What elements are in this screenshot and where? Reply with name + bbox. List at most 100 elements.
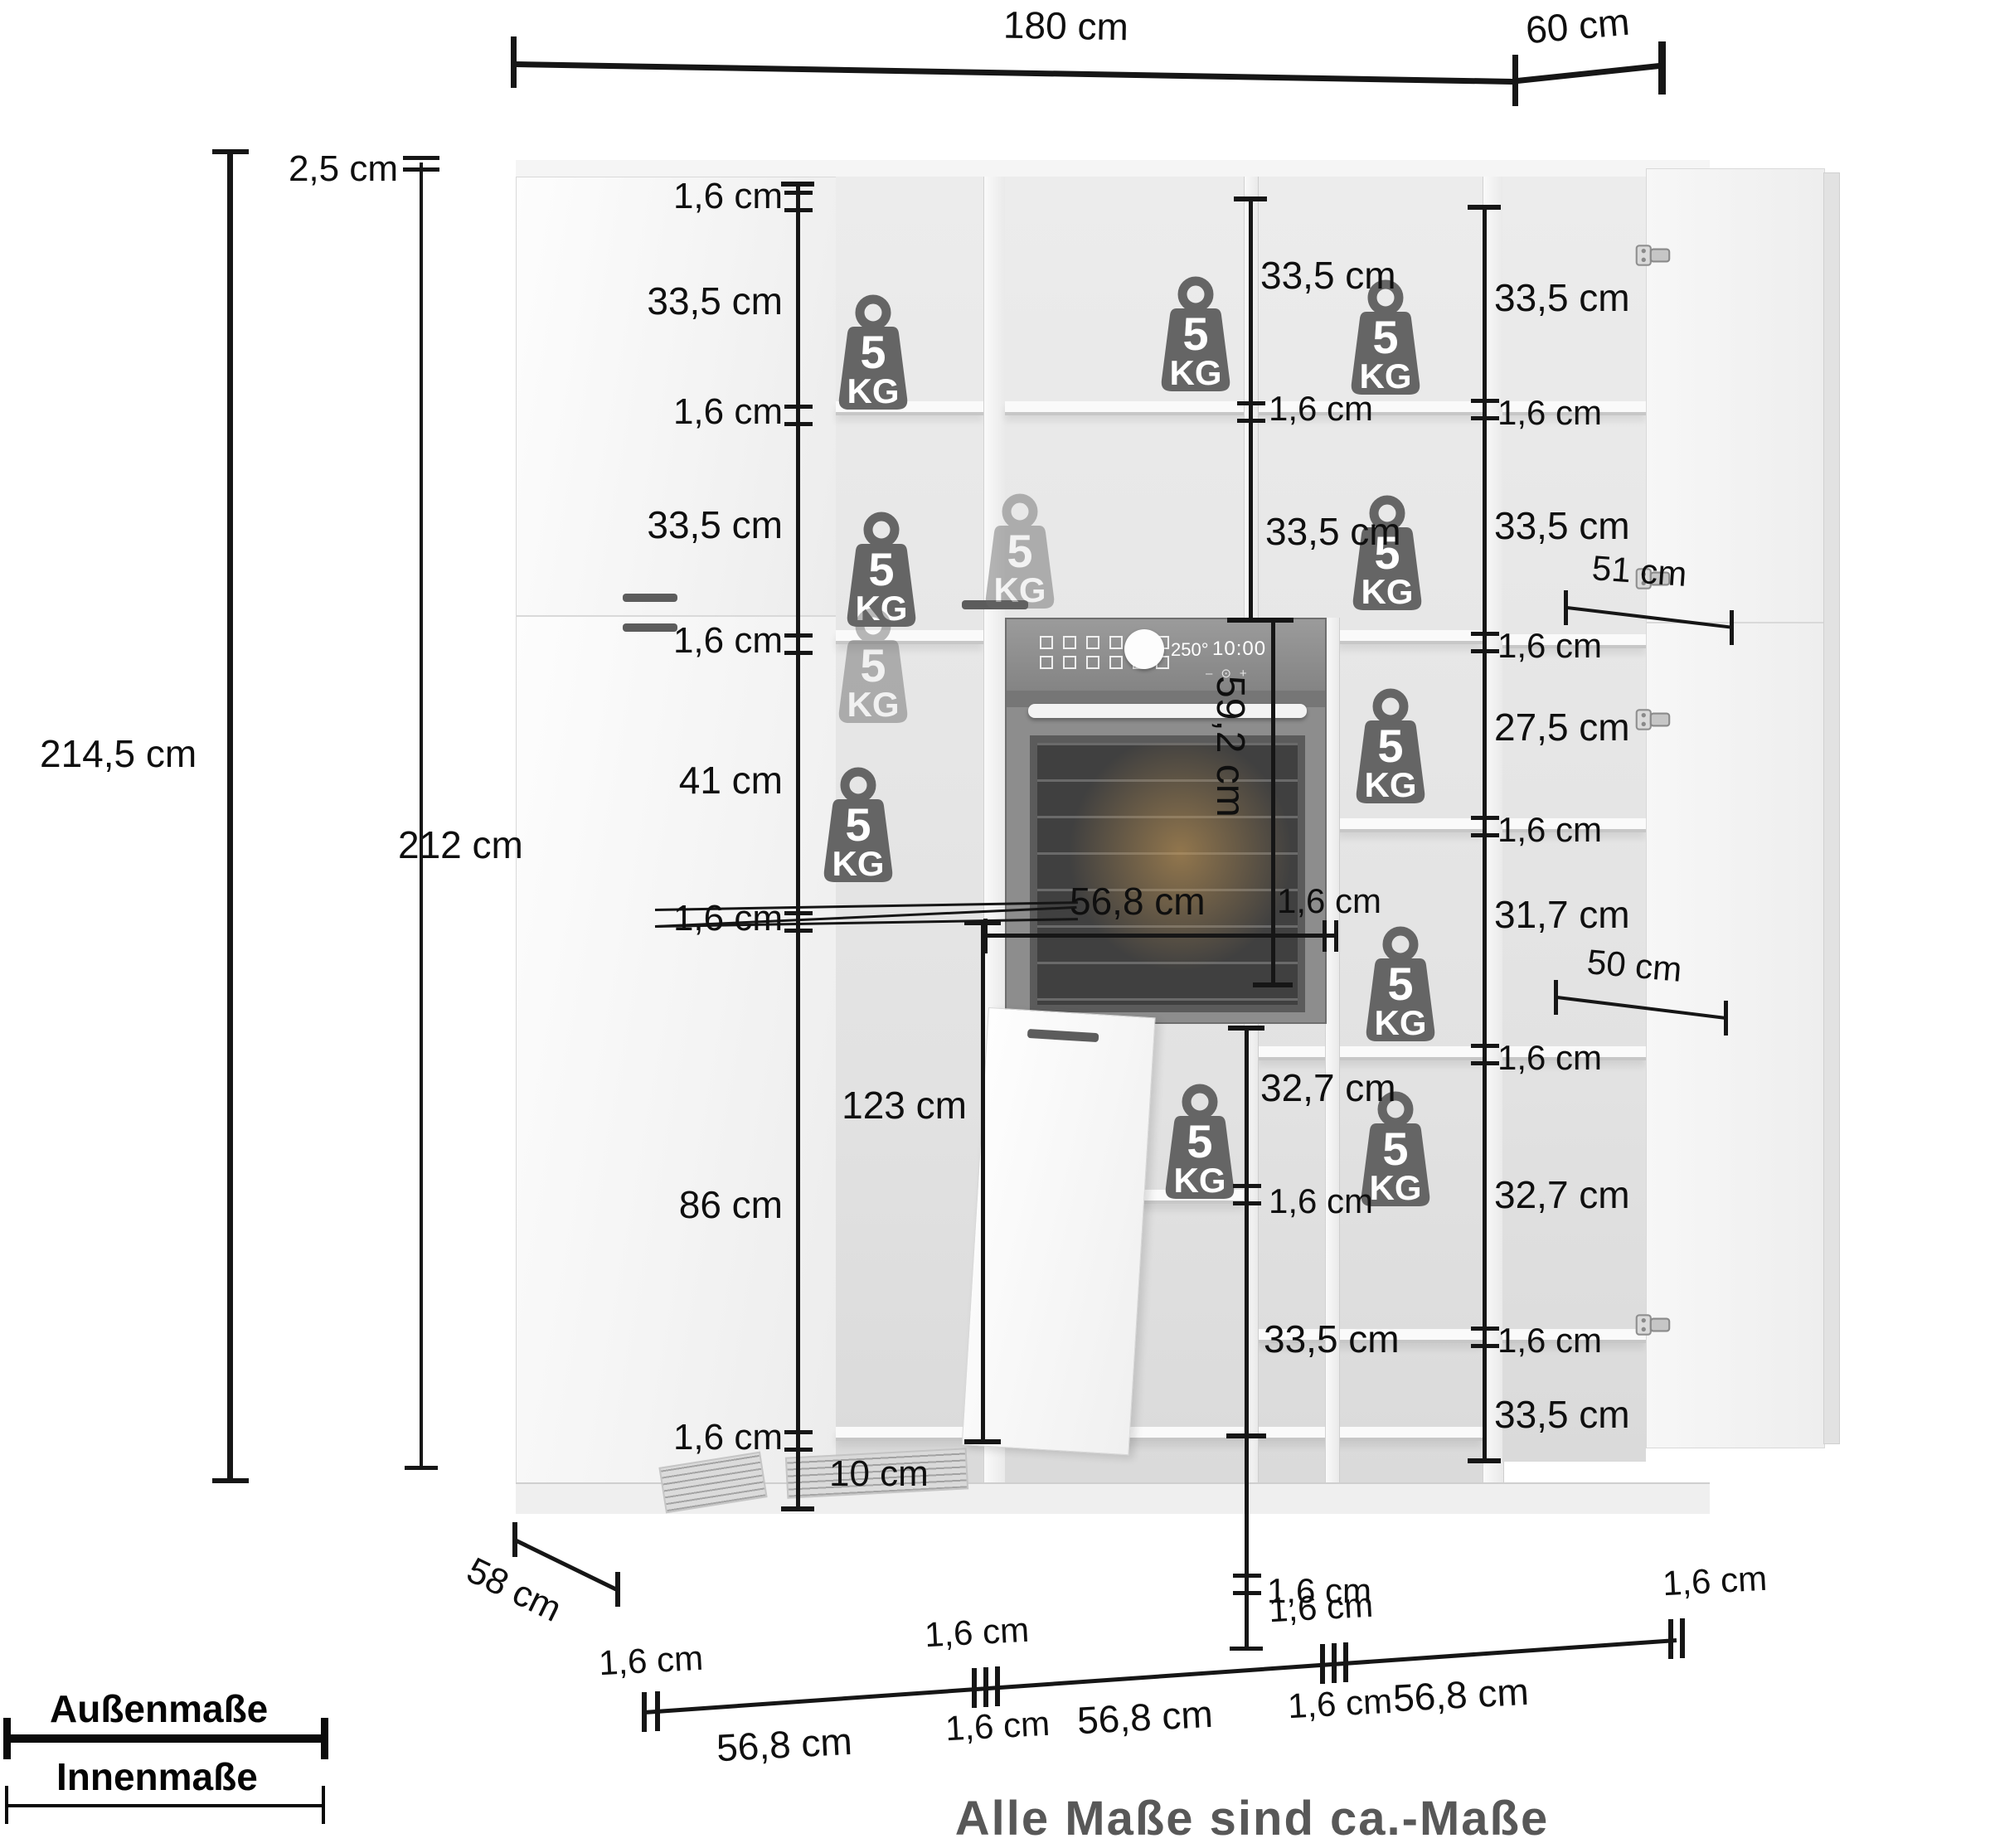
dim-cap [1230, 1647, 1263, 1651]
dim-tick [615, 1572, 620, 1607]
dim-label: 33,5 cm [1264, 1317, 1400, 1361]
dim-label-gap: 2,5 cm [288, 148, 398, 189]
weight-unit: KG [1361, 572, 1414, 611]
footer-note: Alle Maße sind ca.-Maße [954, 1792, 1550, 1846]
dim-cap [212, 1478, 249, 1483]
dim-label: 50 cm [1585, 942, 1684, 989]
weight-5kg-icon: 5KG [1165, 1084, 1235, 1200]
door-handle [623, 594, 677, 602]
door-edge [1823, 172, 1840, 1444]
weight-unit: KG [847, 371, 900, 410]
shelf [1337, 818, 1483, 832]
dim-line-inner-door [981, 923, 985, 1443]
weight-5kg-icon: 5KG [847, 512, 916, 628]
dim-cap [403, 156, 439, 160]
dim-tick [5, 1786, 8, 1824]
oven: 250° 10:00 –⊙+ [1005, 618, 1327, 1024]
weight-value: 5 [868, 543, 894, 595]
dim-label-oven-height: 59,2 cm [1208, 676, 1252, 817]
weight-value: 5 [845, 798, 871, 851]
dim-label: 1,6 cm [1497, 393, 1603, 432]
dim-cap [1226, 1433, 1266, 1438]
dim-tick-pair [784, 911, 813, 933]
dim-tick [995, 1666, 1000, 1706]
dim-line-outer-height [227, 152, 233, 1482]
legend-inner-line [7, 1804, 325, 1807]
dim-tick [1343, 1642, 1348, 1682]
shelf [1502, 634, 1646, 648]
dim-label: 1,6 cm [672, 176, 783, 216]
legend: Außenmaße Innenmaße [0, 1683, 365, 1824]
legend-outer-label: Außenmaße [50, 1687, 269, 1730]
dim-label: 33,5 cm [647, 503, 783, 546]
dim-tick-pair [1471, 1044, 1499, 1065]
dim-label: 1,6 cm [944, 1703, 1051, 1749]
dim-cap [1468, 205, 1501, 210]
dim-line-middle-bottom [1245, 1028, 1249, 1650]
weight-unit: KG [856, 589, 908, 628]
weight-value: 5 [1387, 958, 1413, 1010]
dim-label: 51 cm [1590, 548, 1688, 594]
dim-cap [1227, 618, 1294, 623]
door-handle [1027, 1028, 1099, 1043]
weight-value: 5 [1372, 311, 1398, 363]
divider-panel [1325, 618, 1340, 1484]
dim-label-width: 180 cm [1002, 2, 1129, 49]
dim-label-depth: 60 cm [1523, 0, 1632, 52]
weight-value: 5 [1007, 525, 1032, 577]
middle-door-open [961, 1007, 1156, 1456]
dim-label: 1,6 cm [1269, 389, 1374, 428]
dim-label-base: 10 cm [829, 1453, 929, 1494]
dim-cap [964, 1439, 1001, 1444]
weight-unit: KG [1170, 353, 1222, 392]
shelf [836, 1427, 983, 1441]
weight-value: 5 [860, 326, 886, 378]
oven-clock-display: 10:00 [1212, 638, 1267, 660]
dim-tick [1658, 41, 1666, 95]
legend-outer-line [7, 1734, 325, 1743]
shelf [1502, 401, 1646, 415]
right-door-open-lower [1646, 623, 1825, 1448]
oven-control-panel: 250° 10:00 –⊙+ [1007, 619, 1325, 691]
oven-clock-buttons: –⊙+ [1206, 666, 1255, 681]
dim-tick [642, 1692, 647, 1732]
dim-tick-pair [1471, 1327, 1499, 1348]
dim-cap [781, 1506, 814, 1511]
dim-tick [3, 1718, 11, 1759]
hinge-icon [1635, 568, 1671, 589]
dim-label: 32,7 cm [1494, 1173, 1630, 1216]
dim-label: 1,6 cm [1497, 1321, 1603, 1360]
weight-unit: KG [1365, 765, 1417, 804]
dim-label: 1,6 cm [1661, 1558, 1769, 1603]
dim-tick [1564, 590, 1568, 625]
dim-cap [1228, 1026, 1264, 1031]
right-door-open-upper [1646, 168, 1825, 623]
dim-label: 1,6 cm [672, 898, 783, 939]
oven-knob [1124, 629, 1164, 669]
dim-tick-pair [1471, 399, 1499, 420]
dim-tick [1332, 1643, 1337, 1683]
dim-label-oven-width: 56,8 cm [1070, 880, 1206, 923]
dim-tick [322, 1786, 325, 1824]
dim-label: 56,8 cm [1391, 1669, 1530, 1720]
dim-label: 1,6 cm [1277, 881, 1382, 920]
dim-label: 33,5 cm [1494, 276, 1630, 319]
dim-label: 1,6 cm [672, 391, 783, 432]
dim-tick [1554, 980, 1558, 1015]
dim-tick-pair [784, 191, 813, 212]
weight-5kg-icon: 5KG [1352, 495, 1422, 611]
dim-cap [212, 149, 249, 154]
dim-line-oven-height [1271, 623, 1275, 985]
oven-window [1030, 735, 1305, 1012]
minus-icon: – [1206, 667, 1221, 681]
weight-5kg-icon: 5KG [1351, 279, 1420, 395]
dim-line-inner-height [420, 162, 423, 1469]
dim-label: 56,8 cm [1075, 1691, 1214, 1743]
dim-tick-pair [1237, 401, 1265, 423]
dim-cap [964, 920, 1001, 925]
door-handle [623, 623, 677, 632]
dim-label-outer-height: 214,5 cm [40, 732, 197, 775]
dim-label: 1,6 cm [923, 1609, 1031, 1655]
dim-label: 32,7 cm [1260, 1066, 1396, 1109]
dim-tick-pair [784, 633, 813, 655]
